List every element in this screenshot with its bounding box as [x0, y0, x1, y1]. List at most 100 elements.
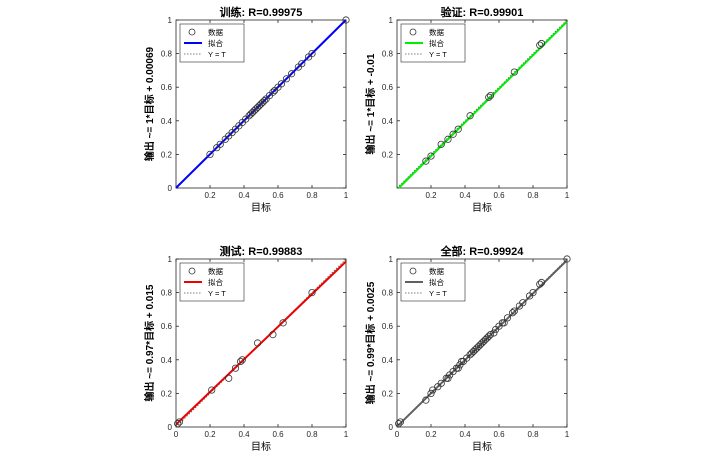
legend-label: 数据 — [429, 27, 444, 37]
y-axis-label: 输出 ~= 0.97*目标 + 0.015 — [143, 284, 156, 401]
data-point — [342, 16, 350, 24]
x-axis-label: 目标 — [251, 441, 271, 453]
y-tick-label: 0.8 — [161, 289, 173, 298]
data-point — [308, 49, 316, 58]
data-point — [427, 152, 435, 160]
legend-label: 数据 — [429, 266, 444, 276]
data-point — [529, 288, 537, 297]
data-point — [485, 93, 493, 101]
data-point — [277, 80, 285, 88]
chart-title: 测试: R=0.99883 — [220, 244, 303, 258]
legend-label: Y = T — [429, 289, 447, 298]
y-axis-label: 输出 ~= 1*目标 + 0.00069 — [143, 46, 156, 161]
x-tick-label: 0.2 — [425, 430, 437, 439]
y-tick-label: 0.8 — [161, 50, 173, 59]
fit-line — [175, 19, 347, 189]
data-point — [395, 420, 403, 428]
data-point — [282, 75, 291, 83]
plot-panel-2: 0.2 0.4 0.6 0.8 1 0.2 0.4 0.6 0.8 1 验证: R=0.99901 目… — [364, 5, 570, 214]
y-tick-label: 1 — [168, 255, 173, 264]
y-tick-label: 0.6 — [161, 322, 173, 331]
data-point — [466, 112, 474, 120]
y-tick-label: 0.8 — [382, 50, 394, 59]
data-point — [537, 39, 546, 48]
data-point — [269, 330, 277, 339]
x-tick-label: 0.4 — [238, 430, 250, 439]
x-axis-label: 目标 — [251, 202, 271, 214]
x-tick-label: 0.2 — [204, 191, 216, 200]
x-tick-label: 0.6 — [272, 191, 284, 200]
y-tick-label: 0.2 — [161, 389, 173, 398]
x-tick-label: 1 — [344, 191, 349, 200]
data-point — [254, 339, 262, 347]
y-tick-label: 0.4 — [161, 117, 173, 126]
legend-label: Y = T — [429, 50, 447, 59]
y-tick-label: 1 — [168, 16, 173, 25]
data-point — [508, 309, 517, 317]
data-point — [444, 135, 452, 143]
y-tick-label: 0.2 — [382, 150, 394, 159]
x-axis-label: 目标 — [472, 202, 492, 214]
data-point — [422, 157, 430, 165]
plot-panel-4: 0 0.2 0.4 0.6 0.8 1 0 0.2 0.4 0.6 0.8 1 全部: R=0.9992… — [364, 244, 571, 453]
x-tick-label: 0.4 — [459, 191, 471, 200]
data-point — [287, 70, 296, 78]
legend-label: 拟合 — [429, 277, 444, 287]
x-tick-label: 0 — [174, 430, 179, 439]
data-point — [279, 319, 287, 327]
x-tick-label: 0.8 — [306, 430, 318, 439]
x-tick-label: 1 — [565, 191, 570, 200]
data-point — [500, 319, 508, 327]
y-tick-label: 0.2 — [161, 150, 173, 159]
data-point — [216, 140, 224, 148]
data-point — [563, 255, 571, 263]
data-point — [449, 130, 457, 138]
y-tick-label: 0 — [389, 423, 394, 432]
fit-line — [396, 259, 568, 428]
y-tick-label: 0.6 — [382, 322, 394, 331]
data-point — [536, 280, 544, 288]
x-tick-label: 1 — [565, 430, 570, 439]
data-point — [510, 68, 518, 76]
y-tick-label: 0.4 — [382, 356, 394, 365]
data-point — [308, 288, 316, 297]
data-point — [396, 418, 404, 426]
data-point — [486, 92, 495, 100]
data-point — [490, 329, 498, 337]
x-tick-label: 0.8 — [527, 430, 539, 439]
data-point — [503, 314, 512, 322]
y-axis-label: 输出 ~= 1*目标 + -0.01 — [364, 53, 377, 154]
x-tick-label: 0.6 — [272, 430, 284, 439]
legend-marker — [409, 28, 417, 36]
legend-marker — [409, 267, 417, 275]
data-point — [510, 307, 518, 315]
y-tick-label: 0.4 — [382, 117, 394, 126]
x-tick-label: 0.8 — [527, 191, 539, 200]
data-point — [457, 357, 466, 366]
x-tick-label: 0.4 — [238, 191, 250, 200]
x-tick-label: 1 — [344, 430, 349, 439]
x-tick-label: 0 — [395, 430, 400, 439]
fit-line — [397, 20, 568, 189]
data-point — [444, 374, 452, 382]
data-point — [225, 374, 233, 382]
data-point — [429, 386, 437, 394]
x-tick-label: 0.4 — [459, 430, 471, 439]
y-tick-label: 0.4 — [161, 356, 173, 365]
legend-label: 数据 — [208, 27, 223, 37]
y-axis-label: 输出 ~= 0.99*目标 + 0.0025 — [364, 281, 377, 404]
data-point — [536, 41, 544, 49]
data-point — [437, 379, 445, 387]
legend-label: Y = T — [208, 50, 226, 59]
identity-line — [175, 258, 347, 428]
data-point — [498, 319, 506, 327]
chart-title: 验证: R=0.99901 — [441, 5, 524, 19]
data-point — [231, 364, 240, 372]
x-tick-label: 0.2 — [425, 191, 437, 200]
x-tick-label: 0.6 — [493, 430, 505, 439]
